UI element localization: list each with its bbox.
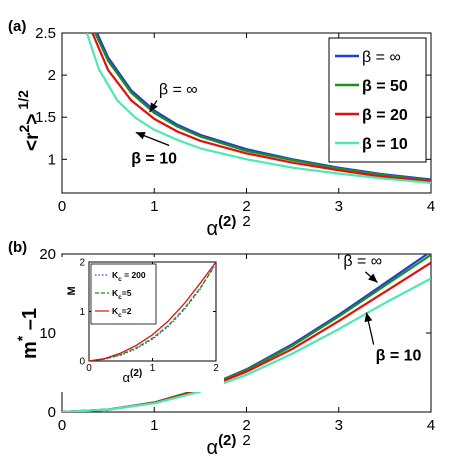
inset-legend-entry: Kc=5 (112, 288, 132, 301)
inset-legend-entry: Kc=2 (112, 306, 132, 319)
inset-legend-entry: Kc = 200 (112, 270, 146, 283)
x-tick-label: 2 (242, 417, 250, 434)
x-axis-label: α(2) 2 (207, 213, 251, 240)
legend-entry: β = ∞ (362, 49, 401, 66)
x-tick-label: 1 (150, 417, 158, 434)
series-line-0-1 (94, 33, 431, 182)
legend: β = ∞ β = 50 β = 20 β = 10 (328, 37, 427, 163)
inset-legend-box (90, 263, 157, 325)
annotation-arrowhead (135, 131, 146, 140)
x-tick-label: 1 (150, 363, 156, 374)
series-line-0-2 (91, 33, 431, 183)
annotation-arrowhead (149, 102, 158, 113)
series-line-1-3 (62, 277, 431, 412)
annotation-label: β = 10 (131, 151, 177, 168)
panel-label: (a) (8, 18, 26, 35)
panel-0-axes: 0 1 2 3 4 1 1.5 2 2.5 (35, 25, 435, 215)
x-tick-label: 3 (335, 198, 343, 215)
x-tick-label: 0 (86, 363, 92, 374)
x-tick-label: 4 (427, 198, 435, 215)
legend-entry: β = 10 (362, 136, 408, 153)
x-tick-label: 3 (335, 417, 343, 434)
inset-series-line-1 (89, 266, 215, 361)
x-tick-label: 4 (427, 417, 435, 434)
x-tick-label: 2 (213, 363, 219, 374)
inset-y-axis-label: M (66, 286, 78, 295)
inset-x-axis-label: α(2) (123, 368, 143, 385)
y-axis-label: <r2>1/2 (15, 90, 43, 151)
y-tick-label: 1 (48, 151, 56, 168)
annotation-arrowhead (368, 273, 378, 283)
y-tick-label: 1.5 (35, 109, 56, 126)
y-tick-label: 2 (48, 67, 56, 84)
annotation-label: β = ∞ (159, 81, 198, 98)
legend-entry: β = 20 (362, 107, 408, 124)
x-tick-label: 0 (58, 417, 66, 434)
legend-box (328, 37, 427, 163)
x-tick-label: 1 (150, 198, 158, 215)
panel-label: (b) (8, 239, 27, 256)
y-tick-label: 20 (39, 246, 56, 263)
inset-series-line-2 (89, 262, 216, 361)
y-tick-label: 2 (79, 258, 85, 269)
x-tick-label: 0 (58, 198, 66, 215)
x-axis-label: α(2) 2 (207, 432, 251, 459)
y-axis-label: m* –1 (14, 308, 41, 359)
y-tick-label: 10 (39, 325, 56, 342)
y-tick-label: 0 (79, 357, 85, 368)
y-tick-label: 2.5 (35, 25, 56, 42)
y-tick-label: 0 (48, 404, 56, 421)
legend-entry: β = 50 (362, 78, 408, 95)
x-tick-label: 2 (242, 198, 250, 215)
y-tick-label: 1 (79, 307, 85, 318)
annotation-label: β = ∞ (343, 253, 382, 270)
annotation-label: β = 10 (376, 348, 422, 365)
inset-legend: Kc = 200 Kc=5 Kc=2 (90, 263, 157, 325)
annotation-arrowhead (364, 312, 373, 323)
series-line-0-3 (85, 33, 431, 184)
